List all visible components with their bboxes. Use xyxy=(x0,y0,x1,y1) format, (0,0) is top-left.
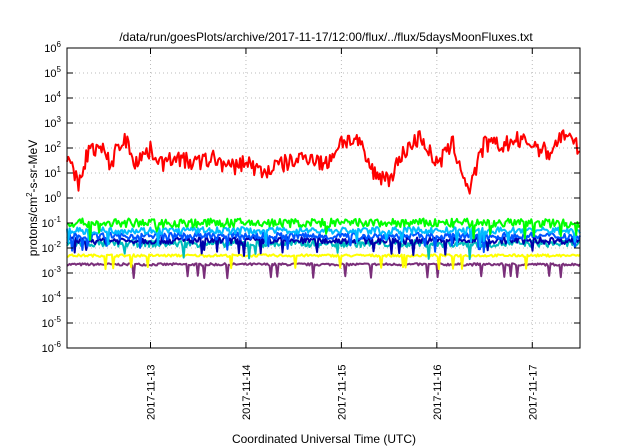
series-line xyxy=(66,226,581,248)
x-tick-label: 2017-11-13 xyxy=(146,365,158,420)
y-tick-label: 102 xyxy=(44,140,61,155)
y-tick-label: 10-6 xyxy=(42,340,62,355)
y-tick-label: 10-1 xyxy=(42,215,62,230)
y-tick-label: 104 xyxy=(44,90,61,105)
x-tick-label: 2017-11-17 xyxy=(527,365,539,420)
y-tick-label: 105 xyxy=(44,65,61,80)
x-tick-label: 2017-11-14 xyxy=(241,365,253,420)
series-layer xyxy=(66,129,581,280)
series-line xyxy=(66,236,581,257)
y-tick-label: 10-3 xyxy=(42,265,62,280)
series-line xyxy=(66,239,581,261)
x-tick-label: 2017-11-16 xyxy=(432,365,444,420)
y-tick-label: 106 xyxy=(44,40,61,55)
x-tick-label: 2017-11-15 xyxy=(336,365,348,420)
series-line xyxy=(66,129,581,195)
x-axis-label: Coordinated Universal Time (UTC) xyxy=(232,432,416,446)
x-tick-labels: 2017-11-13 2017-11-14 2017-11-15 2017-11-16… xyxy=(146,365,540,420)
series-line xyxy=(66,262,581,280)
y-tick-label: 10-5 xyxy=(42,315,62,330)
chart-title: /data/run/goesPlots/archive/2017-11-17/1… xyxy=(119,30,533,44)
y-tick-label: 103 xyxy=(44,115,61,130)
series-line xyxy=(66,253,581,271)
axes xyxy=(66,47,581,349)
plot-frame xyxy=(66,47,581,349)
y-tick-label: 101 xyxy=(44,165,61,180)
series-line xyxy=(66,217,581,241)
y-tick-labels: 10-6 10-5 10-4 10-3 10-2 10-1 100 101 102 103 104 1… xyxy=(42,40,62,355)
y-tick-label: 100 xyxy=(44,190,61,205)
series-line xyxy=(66,231,581,253)
y-tick-label: 10-4 xyxy=(42,290,62,305)
y-axis-label-text: protons/cm2-s-sr-MeV xyxy=(25,140,40,256)
y-axis-label: protons/cm2-s-sr-MeV xyxy=(25,140,40,256)
y-tick-label: 10-2 xyxy=(42,240,62,255)
grid-lines xyxy=(67,47,580,349)
